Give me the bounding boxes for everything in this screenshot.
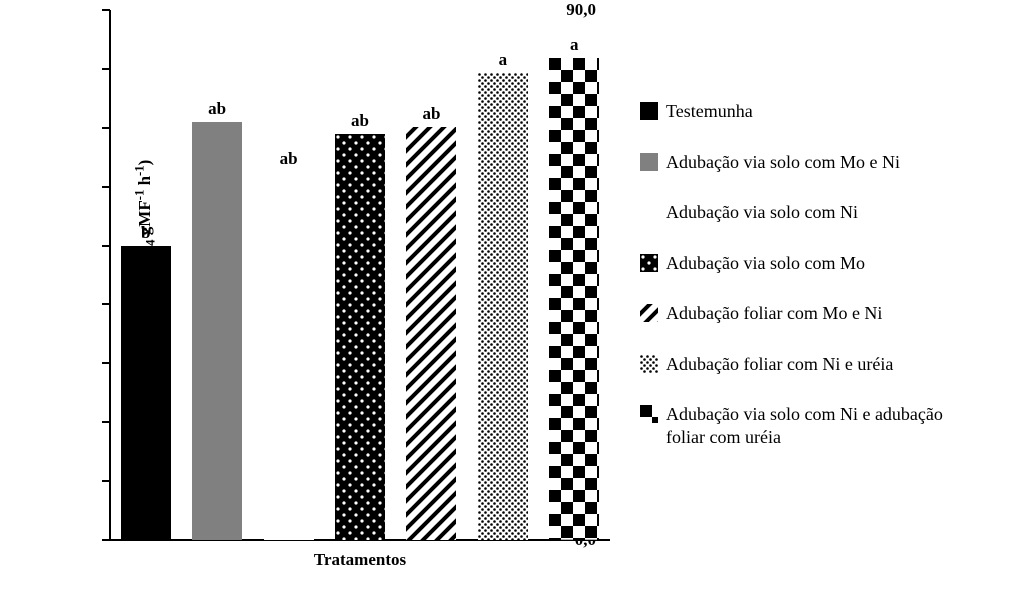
y-tick [102,480,110,482]
legend-swatch [640,355,658,373]
legend-label: Adubação via solo com Mo [666,252,865,275]
bar: b [121,246,171,540]
legend-label: Testemunha [666,100,753,123]
legend-label: Adubação foliar com Ni e uréia [666,353,893,376]
bars-group: bababababaa [110,10,610,540]
legend-swatch [640,153,658,171]
bar: a [549,58,599,540]
bar-significance-label: ab [336,111,384,131]
bar: ab [192,122,242,540]
legend-swatch [640,405,658,423]
legend-item: Adubação via solo com Ni [640,201,1000,224]
y-tick [102,9,110,11]
legend-label: Adubação foliar com Mo e Ni [666,302,882,325]
bar-significance-label: a [479,50,527,70]
legend-item: Adubação via solo com Ni e adubação foli… [640,403,1000,448]
legend-item: Adubação via solo com Mo [640,252,1000,275]
legend-item: Adubação foliar com Mo e Ni [640,302,1000,325]
y-tick [102,127,110,129]
x-axis-title: Tratamentos [314,550,406,570]
legend-label: Adubação via solo com Ni [666,201,858,224]
y-tick [102,303,110,305]
bar-significance-label: b [122,223,170,243]
legend-item: Adubação foliar com Ni e uréia [640,353,1000,376]
legend-swatch [640,203,658,221]
y-tick [102,68,110,70]
bar: a [478,73,528,540]
y-tick [102,539,110,541]
legend-item: Testemunha [640,100,1000,123]
legend-swatch [640,304,658,322]
bar: ab [406,127,456,540]
bar-significance-label: a [550,35,598,55]
bar-significance-label: ab [265,149,313,169]
legend-swatch [640,102,658,120]
y-tick [102,186,110,188]
legend-label: Adubação via solo com Mo e Ni [666,151,900,174]
bar: ab [335,134,385,540]
y-tick [102,421,110,423]
bar-significance-label: ab [407,104,455,124]
plot-area: Urease (µmol N-NH4 gMF-1 h-1) 0,010,020,… [110,10,610,540]
y-tick [102,362,110,364]
bar-significance-label: ab [193,99,241,119]
y-tick [102,245,110,247]
legend-swatch [640,254,658,272]
legend-item: Adubação via solo com Mo e Ni [640,151,1000,174]
legend-label: Adubação via solo com Ni e adubação foli… [666,403,986,448]
chart-container: Urease (µmol N-NH4 gMF-1 h-1) 0,010,020,… [0,0,1023,595]
legend: Testemunha Adubação via solo com Mo e Ni A… [640,100,1000,476]
bar: ab [264,172,314,540]
